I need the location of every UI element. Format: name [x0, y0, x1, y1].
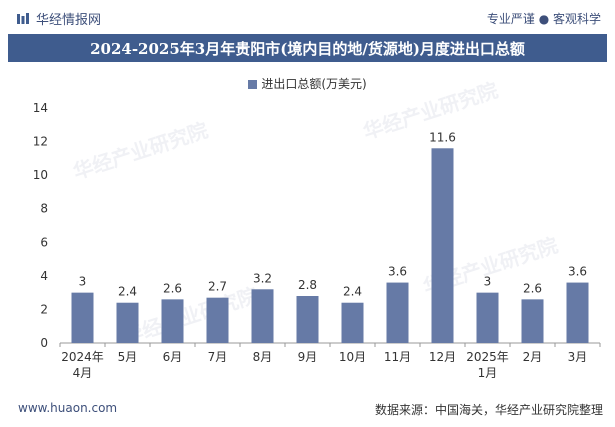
y-tick-label: 10 [33, 168, 48, 182]
x-tick-label: 12月 [429, 350, 456, 364]
x-tick-label: 1月 [478, 366, 498, 380]
bar [521, 299, 544, 343]
y-tick-label: 0 [40, 336, 48, 350]
bar [386, 282, 409, 343]
data-label: 2.6 [163, 281, 182, 295]
data-label: 2.6 [523, 281, 542, 295]
bar [341, 302, 364, 343]
x-tick-label: 8月 [253, 350, 273, 364]
bar [566, 282, 589, 343]
y-tick-label: 6 [40, 235, 48, 249]
x-tick-label: 9月 [298, 350, 318, 364]
footer-source: 数据来源：中国海关，华经产业研究院整理 [374, 403, 603, 417]
y-tick-label: 4 [40, 269, 48, 283]
data-label: 2.7 [208, 280, 227, 294]
bar [296, 296, 319, 343]
bar [71, 292, 94, 343]
x-tick-label: 5月 [118, 350, 138, 364]
data-label: 3 [79, 275, 87, 289]
y-tick-label: 2 [40, 302, 48, 316]
bar [431, 148, 454, 343]
x-tick-label: 10月 [339, 350, 366, 364]
x-tick-label: 3月 [568, 350, 588, 364]
x-tick-label: 2月 [523, 350, 543, 364]
data-label: 3.6 [568, 265, 587, 279]
bar [251, 289, 274, 343]
bar [206, 297, 229, 343]
top-bar: 华经情报网 专业严谨 ● 客观科学 [0, 0, 615, 34]
legend: 进出口总额(万美元) [0, 75, 615, 92]
legend-swatch [248, 80, 258, 89]
x-tick-label: 6月 [163, 350, 183, 364]
data-label: 3 [484, 275, 492, 289]
data-label: 2.4 [343, 285, 362, 299]
chart-title: 2024-2025年3月年贵阳市(境内目的地/货源地)月度进出口总额 [8, 34, 607, 62]
data-label: 3.2 [253, 271, 272, 285]
brand-logo-icon [17, 12, 29, 24]
brand-name: 华经情报网 [36, 13, 102, 28]
data-label: 2.8 [298, 278, 317, 292]
x-tick-label: 2024年 [61, 350, 104, 364]
y-tick-label: 12 [33, 135, 48, 149]
x-tick-label: 4月 [73, 366, 93, 380]
data-label: 2.4 [118, 285, 137, 299]
bar [161, 299, 184, 343]
slogan: 专业严谨 ● 客观科学 [486, 12, 601, 26]
y-tick-label: 14 [33, 101, 48, 115]
brand: 华经情报网 [16, 9, 101, 28]
data-label: 3.6 [388, 265, 407, 279]
data-label: 11.6 [429, 130, 456, 144]
x-tick-label: 7月 [208, 350, 228, 364]
bar [476, 292, 499, 343]
footer-website[interactable]: www.huaon.com [18, 401, 118, 415]
bar [116, 302, 139, 343]
y-tick-label: 8 [40, 202, 48, 216]
x-tick-label: 2025年 [466, 350, 509, 364]
x-tick-label: 11月 [384, 350, 411, 364]
legend-label: 进出口总额(万美元) [261, 77, 367, 91]
